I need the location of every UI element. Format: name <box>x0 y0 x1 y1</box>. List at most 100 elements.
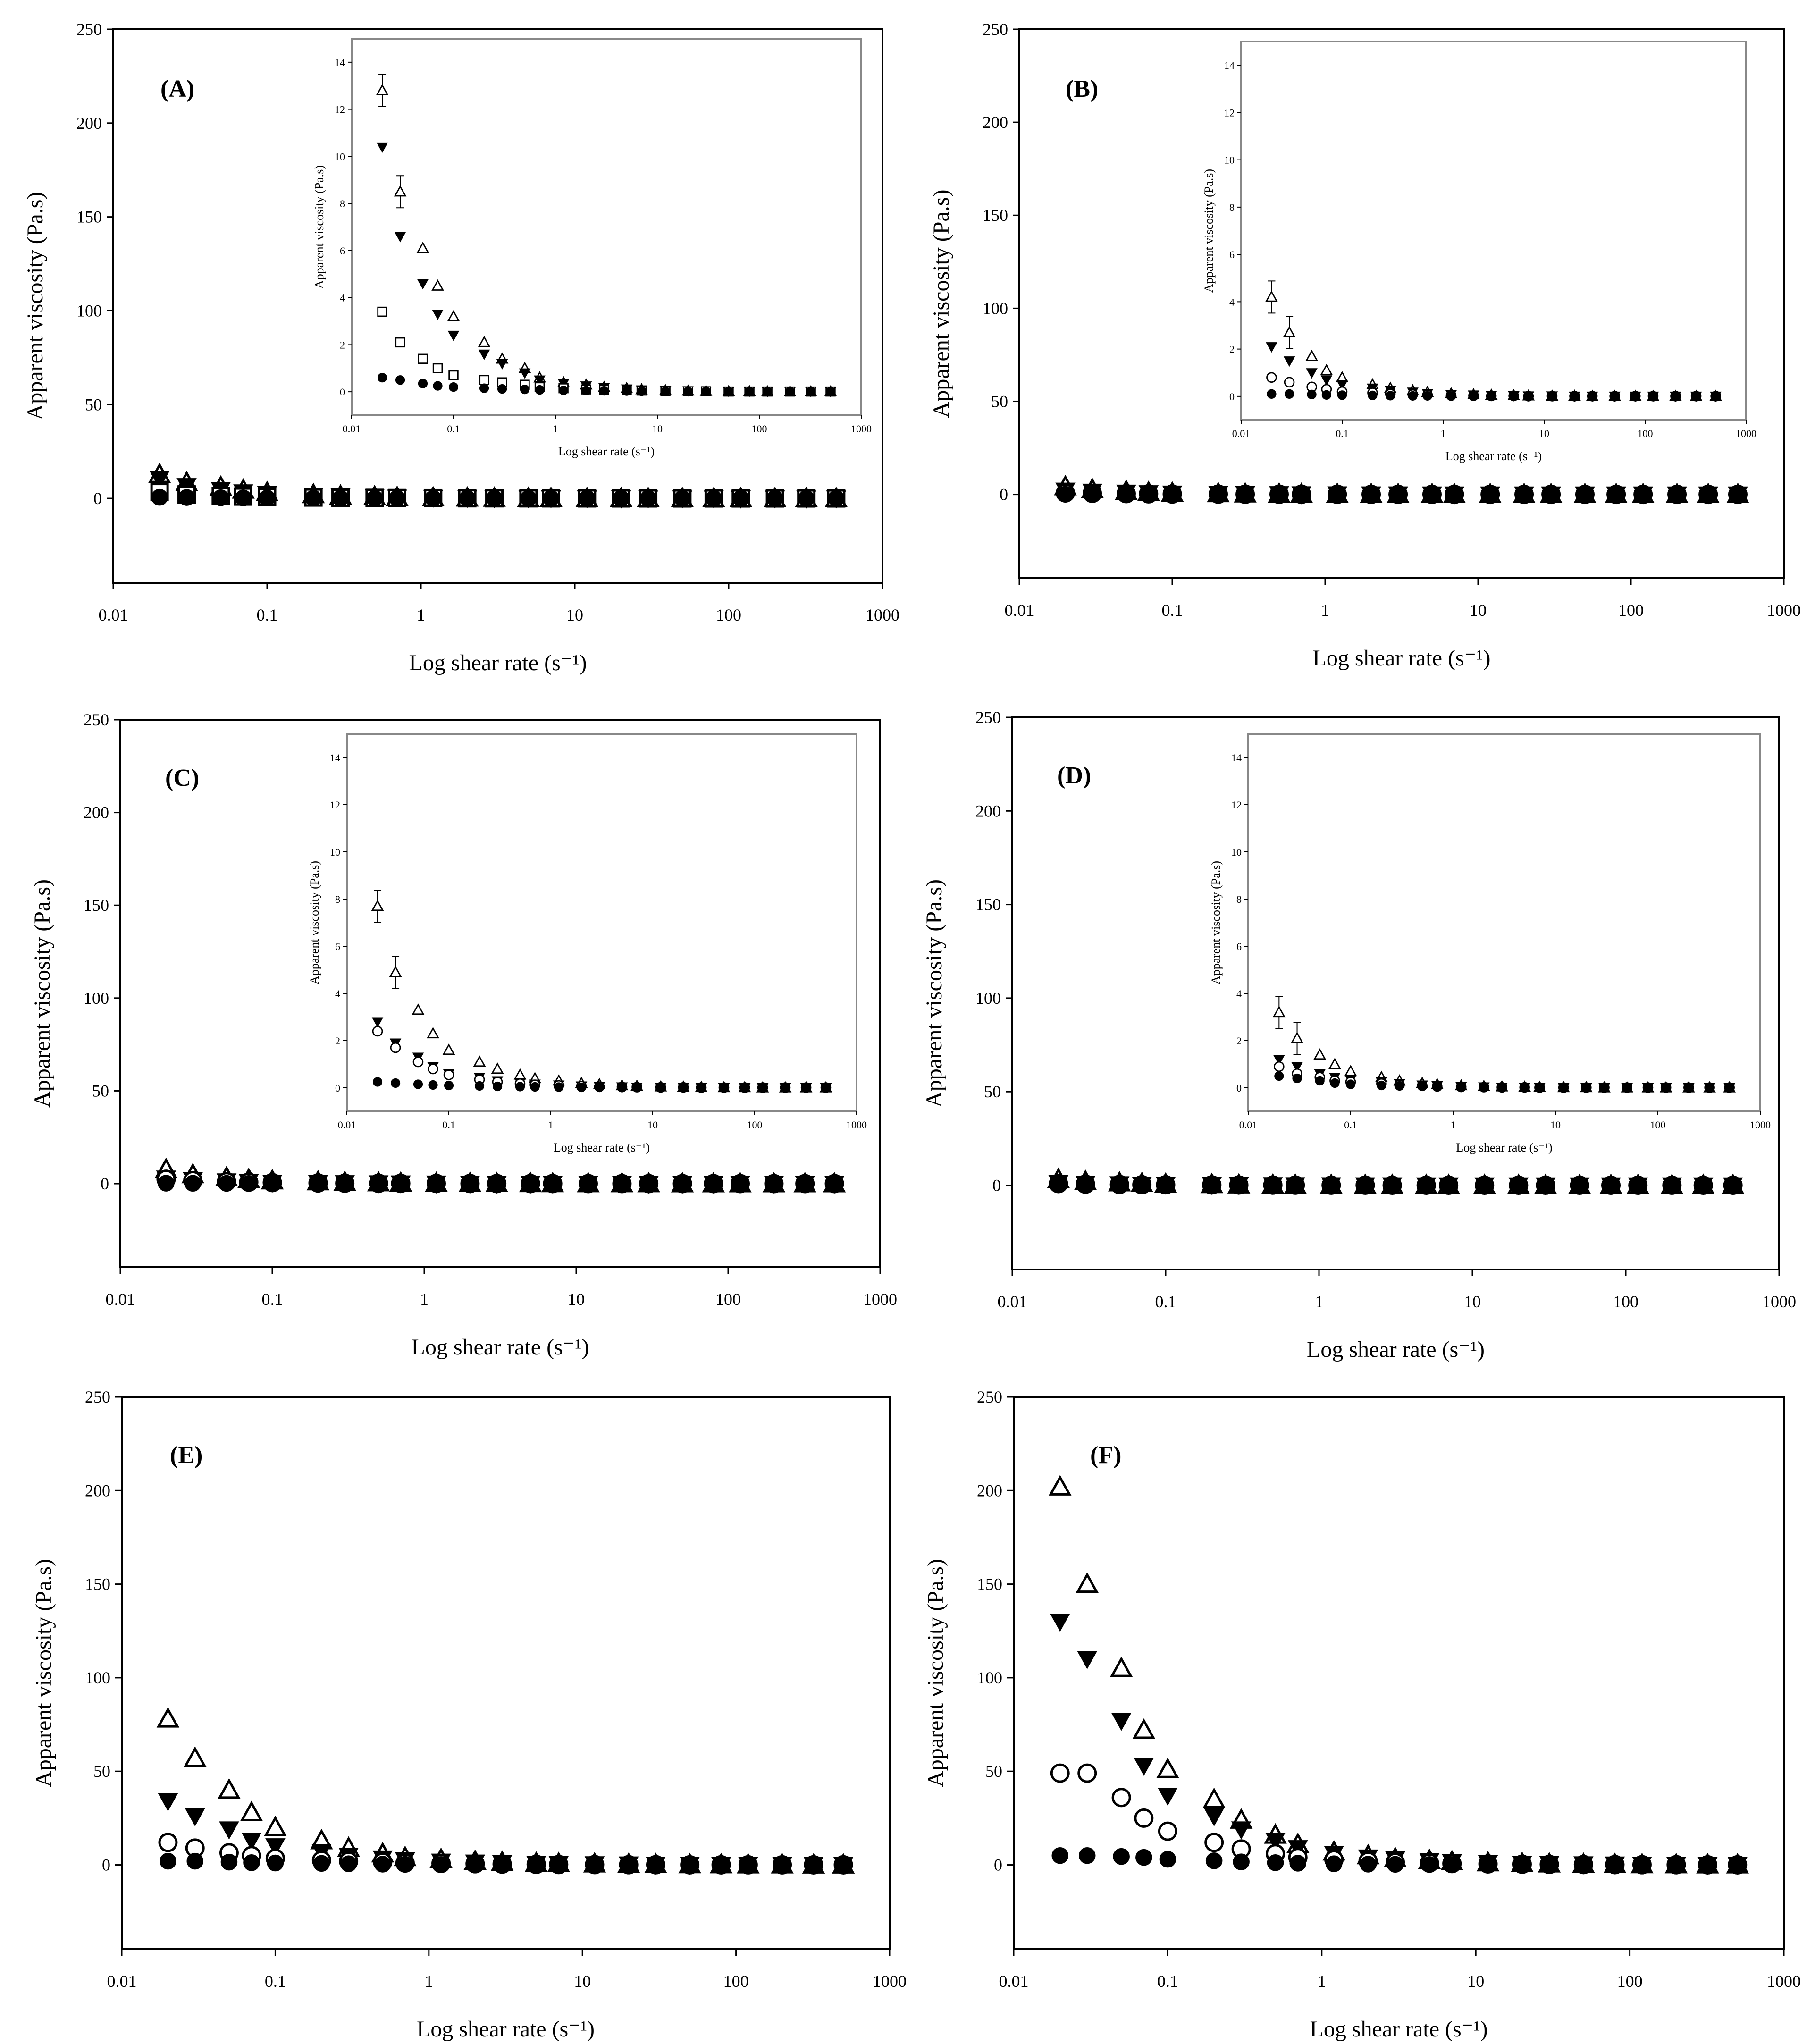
x-tick-label: 10 <box>1464 1292 1481 1311</box>
data-point-filled-circle <box>765 1175 782 1192</box>
y-tick-label: 200 <box>975 801 1001 820</box>
y-tick-label: 100 <box>85 1668 110 1687</box>
data-point-filled-circle <box>1602 1177 1620 1194</box>
y-tick-label: 200 <box>983 113 1008 132</box>
inset-data-point-filled-circle <box>1446 391 1456 401</box>
inset-data-point-open-square <box>377 306 387 317</box>
inset-data-point-open-triangle <box>473 1055 486 1067</box>
inset-y-tick-label: 2 <box>335 1035 340 1047</box>
data-point-filled-circle <box>796 1175 814 1192</box>
inset-data-point-filled-circle <box>1705 1083 1714 1093</box>
data-point-filled-circle <box>835 1856 852 1874</box>
data-point-filled-circle <box>1443 1856 1461 1873</box>
inset-chart: 0 2 4 6 8 10 12 14 0.01 0.1 1 10 100 1000 Log shear ra… <box>308 733 867 1154</box>
data-point-open-triangle <box>240 1800 263 1821</box>
x-tick-label: 1000 <box>863 1290 897 1309</box>
inset-x-tick-label: 100 <box>747 1119 763 1131</box>
inset-y-tick-label: 6 <box>335 941 340 952</box>
x-axis-label: Log shear rate (s⁻¹) <box>409 650 587 675</box>
inset-data-point-filled-circle <box>1345 1079 1356 1089</box>
data-point-filled-circle <box>1230 1177 1247 1194</box>
inset-data-point-open-triangle <box>1305 349 1318 361</box>
y-tick-label: 50 <box>93 1762 110 1781</box>
inset-data-point-filled-circle <box>1386 391 1395 401</box>
x-tick-label: 1 <box>425 1972 433 1991</box>
y-tick-label: 50 <box>985 1762 1002 1781</box>
inset-data-point-filled-circle <box>413 1079 423 1089</box>
y-tick-label: 200 <box>84 803 109 822</box>
inset-x-tick-label: 10 <box>652 423 663 435</box>
y-tick-label: 100 <box>76 301 102 320</box>
data-point-filled-circle <box>1118 486 1135 503</box>
inset-data-point-filled-circle <box>1588 391 1597 401</box>
data-point-filled-circle <box>1479 1856 1496 1873</box>
x-tick-label: 100 <box>723 1972 749 1991</box>
inset-frame <box>346 733 857 1112</box>
x-axis-label: Log shear rate (s⁻¹) <box>1313 646 1491 671</box>
inset-data-point-open-square <box>432 363 443 373</box>
inset-data-point-filled-circle <box>683 387 693 396</box>
inset-y-axis-label: Apparent viscosity (Pa.s) <box>1209 861 1223 984</box>
inset-data-point-open-triangle <box>427 1027 439 1039</box>
data-point-filled-circle <box>731 1175 749 1192</box>
inset-data-point-filled-circle <box>448 382 459 392</box>
y-tick-label: 100 <box>84 989 109 1008</box>
data-point-filled-inverted-triangle <box>241 1833 262 1851</box>
data-point-filled-circle <box>432 1856 450 1873</box>
inset-data-point-filled-circle <box>594 1082 605 1093</box>
inset-y-tick-label: 14 <box>1231 752 1242 764</box>
inset-data-point-filled-circle <box>723 387 734 396</box>
inset-data-point-filled-circle <box>1292 1073 1302 1084</box>
inset-data-point-open-triangle <box>1265 290 1278 302</box>
data-point-filled-circle <box>739 1856 757 1874</box>
data-point-filled-inverted-triangle <box>149 471 170 489</box>
data-point-filled-inverted-triangle <box>1077 1651 1098 1669</box>
data-point-filled-circle <box>1541 1856 1558 1874</box>
data-point-filled-circle <box>396 1856 414 1873</box>
inset-data-point-filled-circle <box>554 1082 564 1092</box>
inset-data-point-filled-circle <box>530 1082 540 1092</box>
data-point-filled-circle <box>520 490 537 507</box>
inset-data-point-filled-inverted-triangle <box>417 279 429 290</box>
data-point-filled-circle <box>639 490 657 507</box>
x-tick-label: 10 <box>568 1290 585 1309</box>
inset-data-point-open-triangle <box>394 185 407 197</box>
inset-data-point-filled-circle <box>1630 391 1640 401</box>
inset-y-tick-label: 8 <box>335 893 340 905</box>
inset-data-point-filled-circle <box>1330 1078 1340 1088</box>
inset-x-axis-label: Log shear rate (s⁻¹) <box>1456 1141 1552 1154</box>
y-tick-label: 150 <box>983 206 1008 225</box>
y-tick-label: 150 <box>85 1575 110 1594</box>
data-point-open-triangle <box>1202 1787 1226 1808</box>
y-tick-label: 250 <box>977 1388 1002 1406</box>
y-axis-label: Apparent viscosity (Pa.s) <box>929 190 954 418</box>
x-tick-label: 1000 <box>865 606 899 624</box>
inset-data-point-filled-circle <box>444 1080 454 1091</box>
x-axis-label: Log shear rate (s⁻¹) <box>417 2017 595 2042</box>
data-point-filled-circle <box>579 490 596 507</box>
inset-frame <box>351 38 862 416</box>
data-point-filled-inverted-triangle <box>158 1793 178 1812</box>
data-point-filled-circle <box>1729 486 1747 503</box>
data-point-filled-circle <box>1607 486 1625 503</box>
y-tick-label: 200 <box>85 1481 110 1500</box>
y-tick-label: 250 <box>84 710 109 729</box>
panel-label: (C) <box>165 765 199 791</box>
x-axis-label: Log shear rate (s⁻¹) <box>1310 2017 1488 2042</box>
inset-y-tick-label: 10 <box>335 151 345 162</box>
x-tick-label: 10 <box>574 1972 591 1991</box>
inset-x-tick-label: 0.01 <box>1239 1119 1258 1131</box>
data-point-filled-circle <box>1205 1852 1223 1869</box>
inset-y-axis-label: Apparent viscosity (Pa.s) <box>1202 169 1216 293</box>
data-point-open-triangle <box>1109 1656 1133 1677</box>
inset-data-point-filled-inverted-triangle <box>394 232 406 243</box>
data-point-filled-circle <box>542 490 560 507</box>
data-point-filled-circle <box>586 1856 603 1874</box>
inset-data-point-open-square <box>418 353 428 364</box>
y-tick-label: 150 <box>76 208 102 227</box>
data-point-filled-circle <box>674 490 691 507</box>
data-point-filled-circle <box>370 1175 387 1192</box>
inset-data-point-open-triangle <box>371 900 384 911</box>
x-tick-label: 1000 <box>1767 1972 1801 1991</box>
